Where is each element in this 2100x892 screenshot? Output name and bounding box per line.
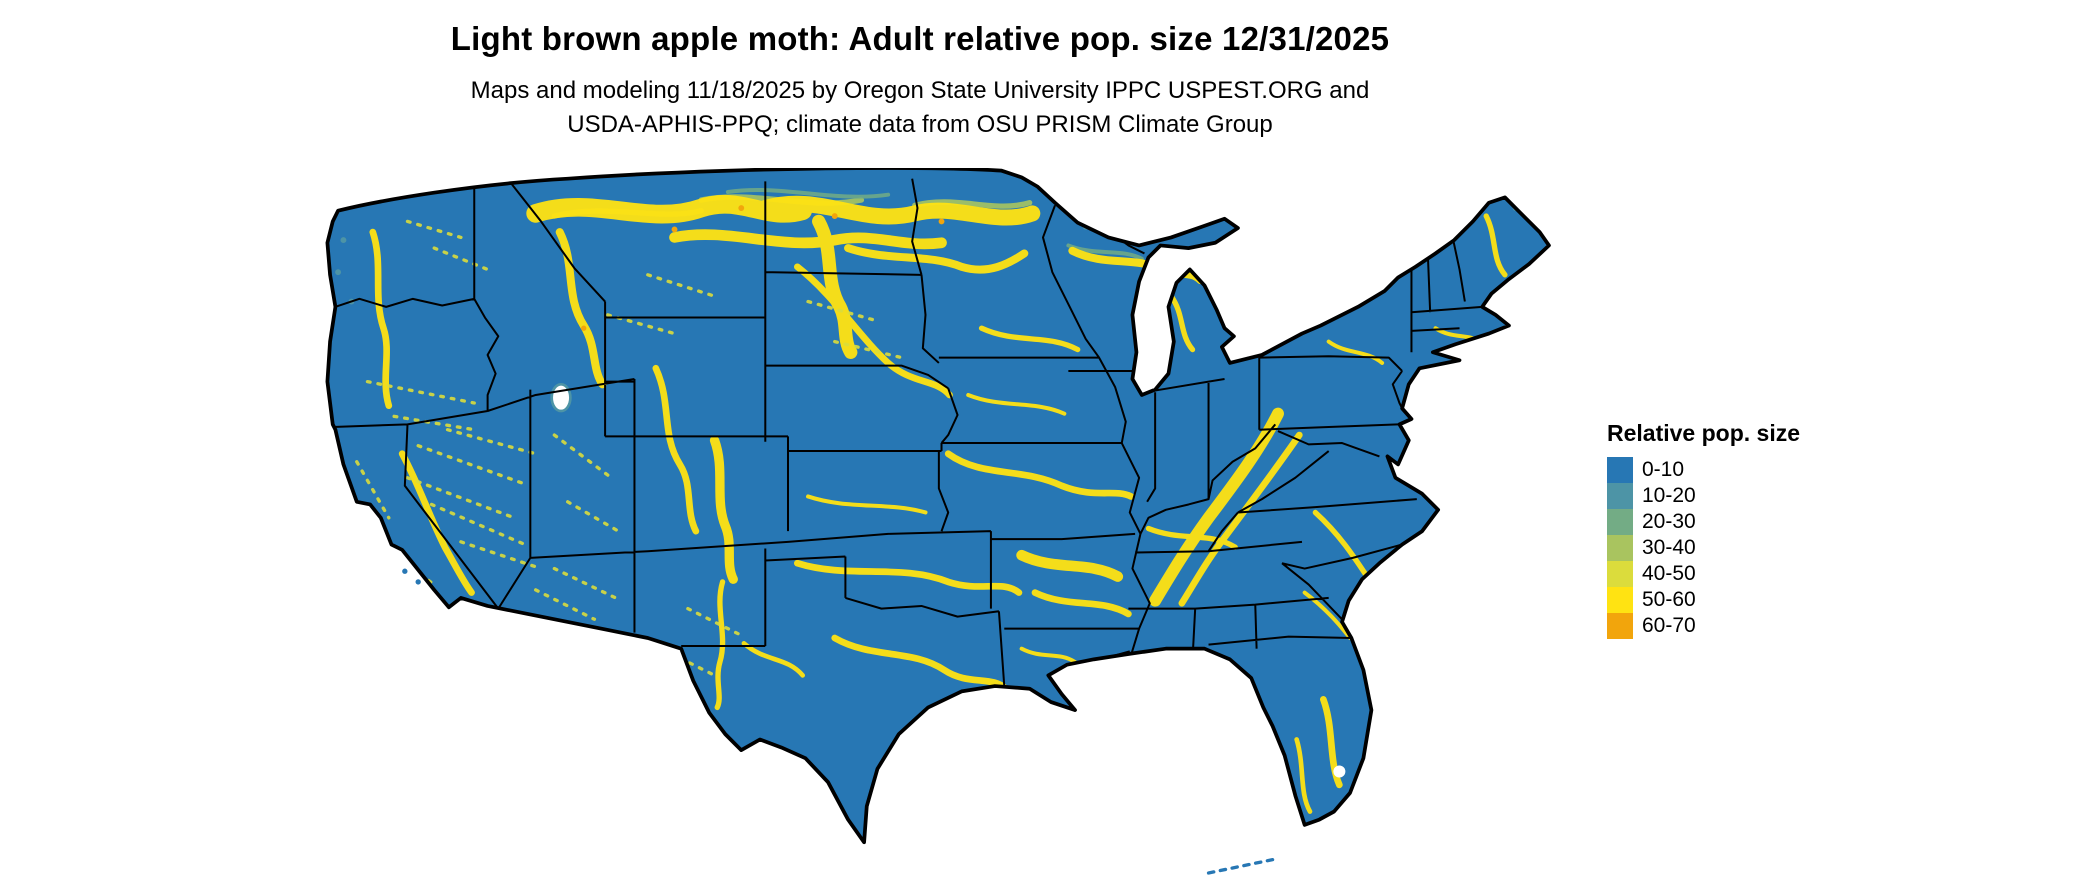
legend-swatch (1607, 457, 1633, 483)
legend-label: 50-60 (1642, 588, 1696, 611)
legend-item: 50-60 (1607, 587, 1800, 613)
figure-subtitle: Maps and modeling 11/18/2025 by Oregon S… (0, 74, 1840, 142)
legend-label: 30-40 (1642, 536, 1696, 559)
legend-title: Relative pop. size (1607, 420, 1801, 446)
figure-header: Light brown apple moth: Adult relative p… (0, 20, 1840, 142)
us-population-map (274, 168, 1569, 889)
legend-label: 60-70 (1642, 614, 1696, 637)
pop-speckle-40-50 (355, 219, 904, 678)
legend-label: 40-50 (1642, 562, 1696, 585)
channel-islands (402, 568, 421, 585)
lake-okeechobee (1333, 765, 1346, 778)
legend-item: 40-50 (1607, 561, 1800, 587)
state-borders (332, 178, 1483, 687)
subtitle-line-1: Maps and modeling 11/18/2025 by Oregon S… (470, 77, 1370, 104)
legend-label: 10-20 (1642, 484, 1696, 507)
figure-title: Light brown apple moth: Adult relative p… (450, 20, 1390, 57)
legend-item: 0-10 (1607, 457, 1800, 483)
legend-item: 60-70 (1607, 613, 1800, 639)
legend-swatch (1607, 535, 1633, 561)
legend-swatch (1607, 509, 1633, 535)
legend-item: 30-40 (1607, 535, 1800, 561)
us-map-svg (325, 168, 1551, 875)
florida-keys (1206, 857, 1275, 875)
legend-swatch (1607, 483, 1633, 509)
legend-swatch (1607, 587, 1633, 613)
legend-swatch (1607, 561, 1633, 587)
legend-item: 10-20 (1607, 483, 1800, 509)
legend-label: 0-10 (1642, 458, 1685, 481)
pop-band-50-60 (369, 194, 1508, 814)
subtitle-line-2: USDA-APHIS-PPQ; climate data from OSU PR… (567, 111, 1273, 138)
pop-band-20-30 (725, 188, 1144, 261)
pop-dots-60-70 (581, 205, 945, 331)
legend-label: 20-30 (1642, 510, 1696, 533)
legend-item: 20-30 (1607, 509, 1800, 535)
legend-swatch (1607, 613, 1633, 639)
map-legend: Relative pop. size 0-10 10-20 20-30 30-4… (1607, 420, 1800, 639)
great-salt-lake (550, 382, 572, 413)
